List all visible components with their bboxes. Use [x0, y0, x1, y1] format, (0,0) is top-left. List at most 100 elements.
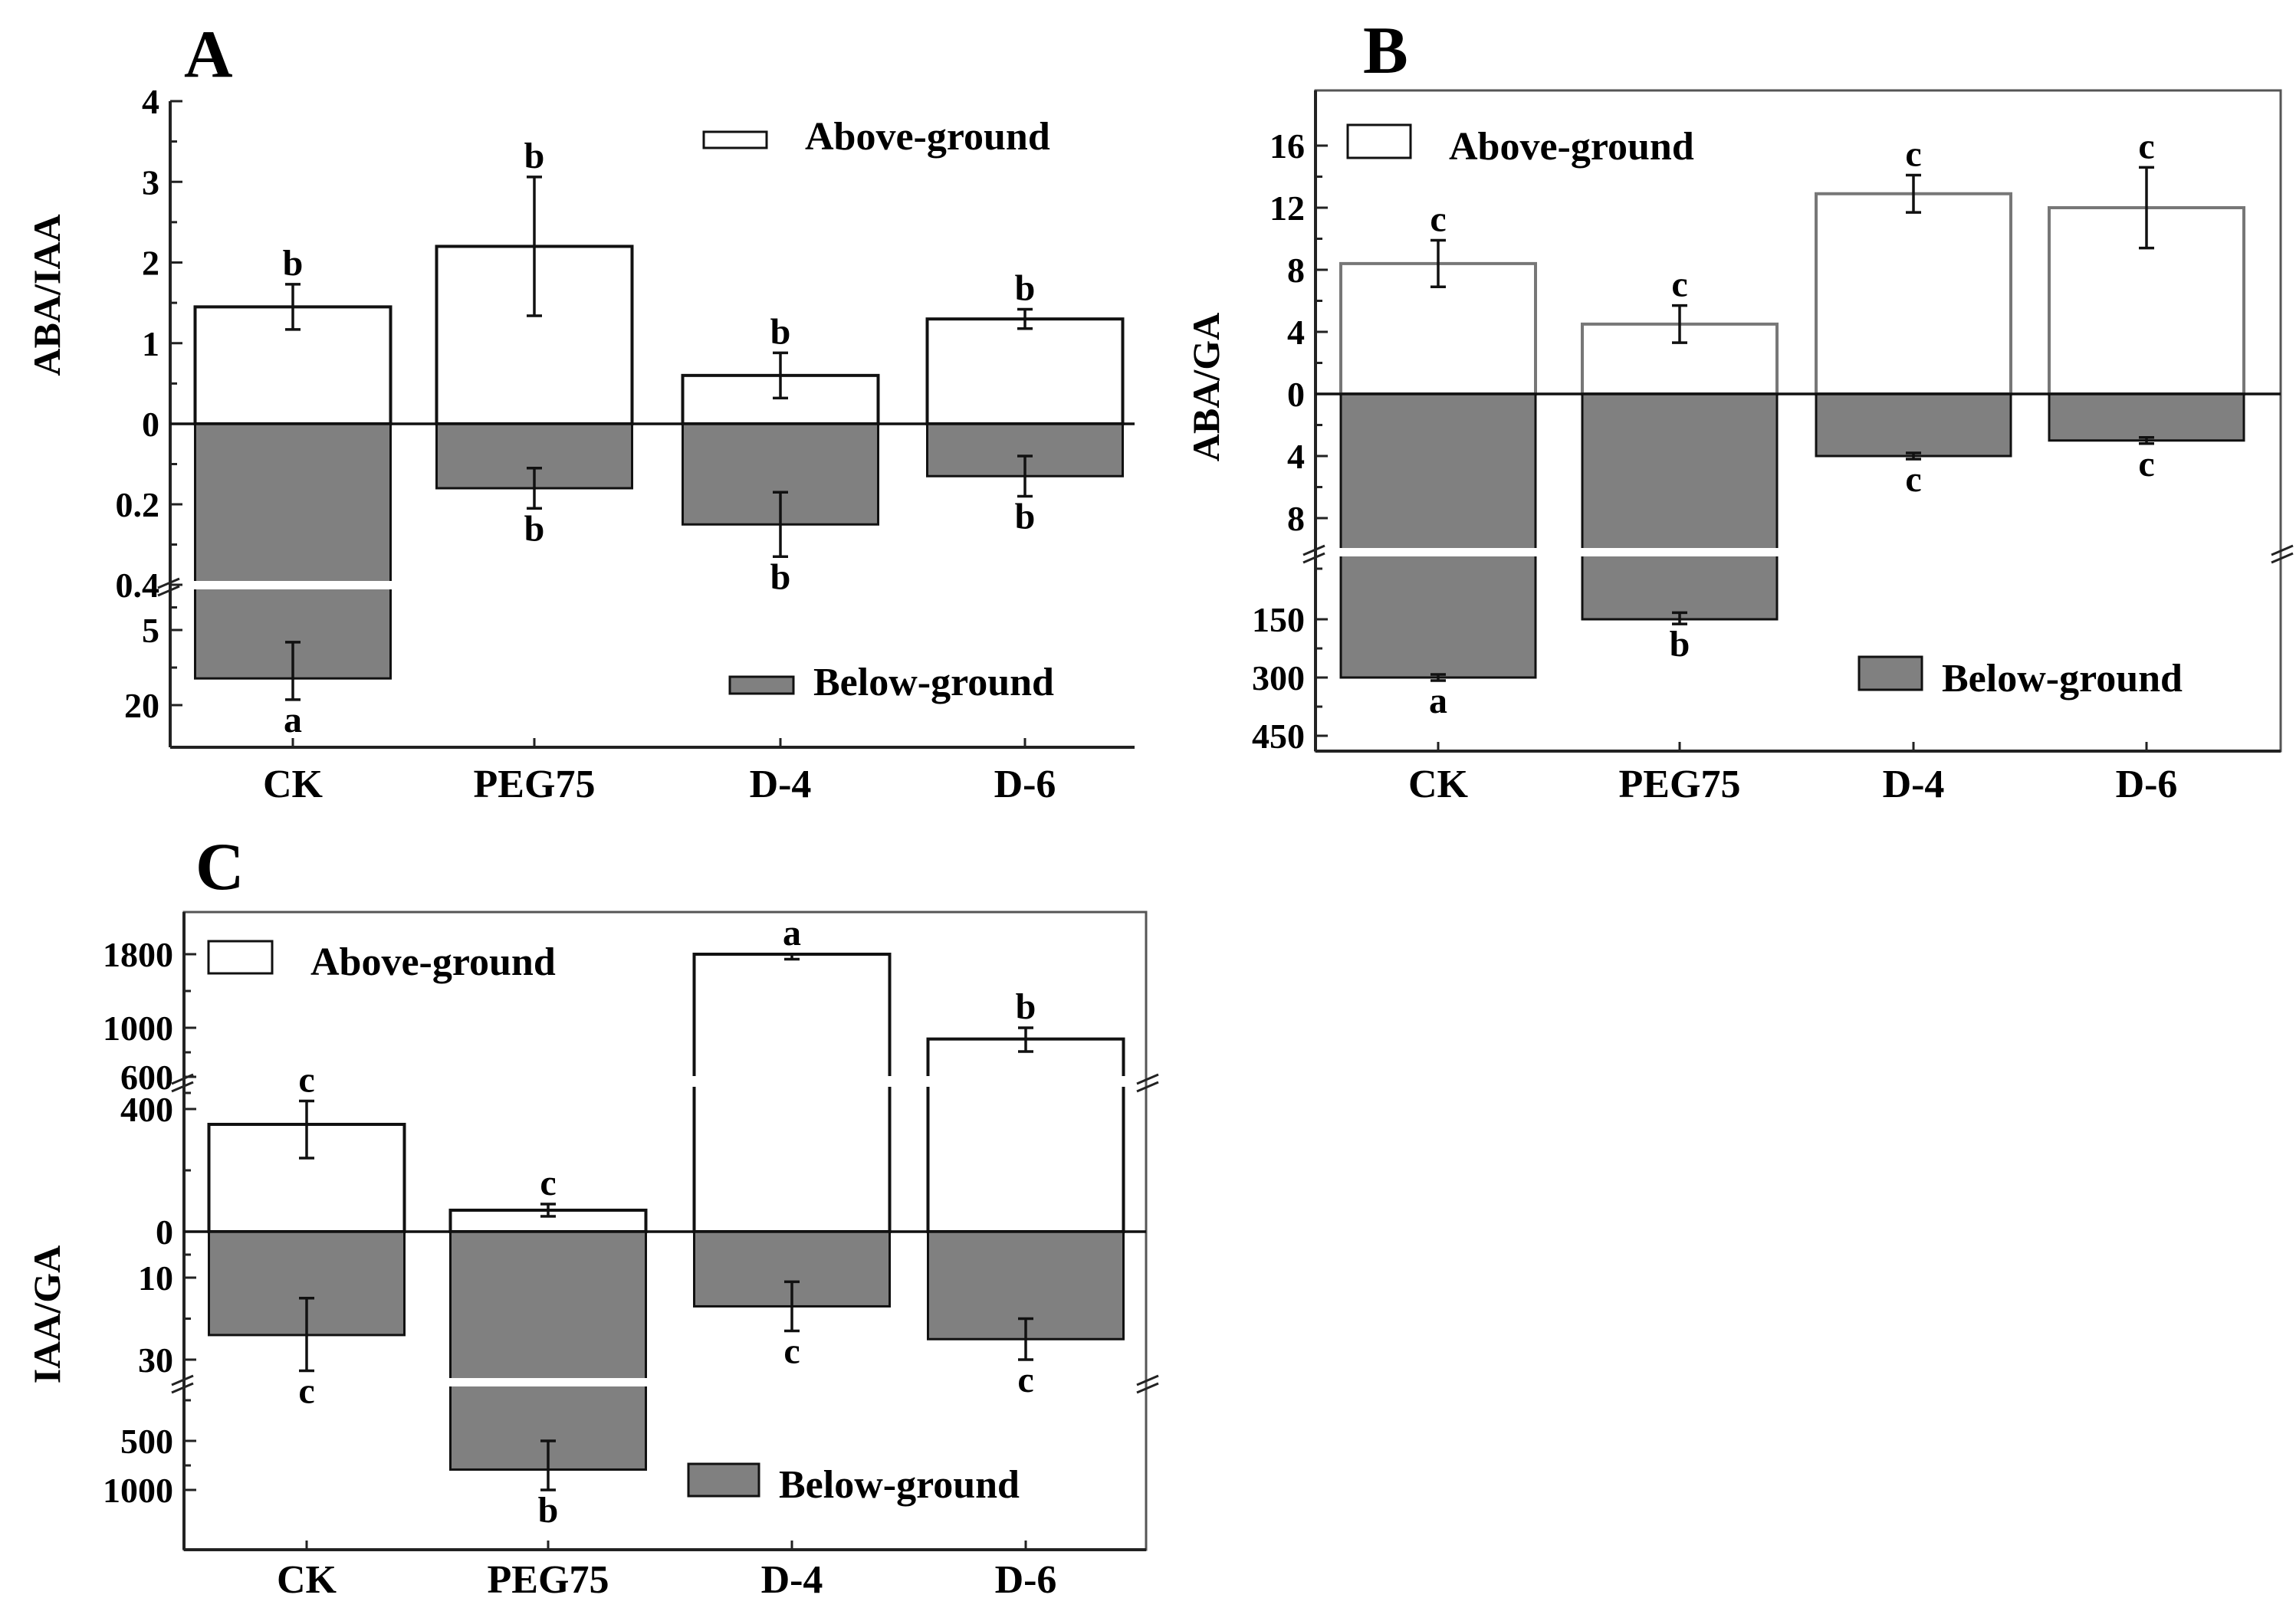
y-tick-label: 400: [120, 1090, 173, 1129]
y-tick-label: 600: [120, 1058, 173, 1097]
axis-break-mark: [171, 1382, 194, 1394]
error-bar: [1672, 611, 1687, 625]
axis-break-mark: [157, 577, 180, 589]
category-label: CK: [277, 1558, 337, 1602]
significance-letter: c: [1671, 264, 1687, 305]
legend-swatch-below: [687, 1462, 760, 1498]
legend-label-below: Below-ground: [1942, 657, 2183, 701]
y-tick-label: 12: [1270, 189, 1305, 228]
significance-letter: b: [538, 1490, 559, 1531]
significance-letter: b: [524, 508, 545, 549]
error-bar: [285, 641, 301, 701]
y-tick-label: 1800: [103, 935, 173, 974]
bar-break-gap: [1581, 548, 1779, 556]
axis-break-mark: [1302, 552, 1325, 564]
y-tick-label: 500: [120, 1422, 173, 1461]
significance-letter: c: [1430, 199, 1446, 240]
error-bar: [784, 1280, 800, 1333]
significance-letter: c: [2138, 444, 2154, 484]
error-bar: [527, 176, 542, 317]
error-bar: [2139, 166, 2154, 250]
category-label: D-4: [761, 1558, 823, 1602]
error-bar: [1906, 451, 1921, 461]
significance-letter: b: [770, 556, 791, 597]
y-tick-label: 1: [142, 324, 159, 363]
error-bar: [299, 1099, 314, 1160]
significance-letter: a: [284, 700, 302, 740]
significance-letter: a: [783, 913, 801, 953]
axis-break-mark: [1302, 544, 1325, 556]
y-tick-label: 0: [142, 405, 159, 444]
legend-label-above: Above-ground: [1449, 125, 1694, 169]
error-bar: [773, 351, 788, 400]
significance-letter: b: [283, 243, 304, 284]
error-bar: [1017, 454, 1033, 498]
panel-A: A ABA/IAA 4 3 2 1 0 0.2 0.4 5 20 b a CK b b PEG75 b b D-4 b b…: [25, 18, 1135, 806]
legend-label-above: Above-ground: [805, 115, 1050, 159]
y-tick-label: 2: [142, 244, 159, 283]
category-label: CK: [263, 763, 324, 806]
category-label: D-4: [1883, 763, 1945, 806]
y-tick-label: 8: [1287, 499, 1305, 538]
significance-letter: b: [1015, 268, 1036, 309]
significance-letter: c: [2138, 126, 2154, 166]
y-axis-label: ABA/IAA: [25, 214, 68, 376]
y-tick-label: 4: [1287, 313, 1305, 352]
error-bar: [784, 953, 800, 961]
bar-break-gap: [691, 1076, 892, 1087]
axis-break-mark: [157, 585, 180, 597]
category-label: D-6: [2116, 763, 2178, 806]
y-axis-label: IAA/GA: [25, 1245, 68, 1384]
panel-B: B ABA/GA 16 12 8 4 0 4 8 150 300 450 c a CK c b PEG75 c c D-…: [1184, 14, 2294, 806]
axis-break-mark: [2271, 552, 2294, 564]
error-bar: [527, 467, 542, 510]
y-tick-label: 10: [138, 1258, 173, 1298]
bar-break-gap: [925, 1076, 1126, 1087]
error-bar: [540, 1439, 556, 1491]
category-label: PEG75: [474, 763, 596, 806]
significance-letter: b: [1016, 986, 1036, 1027]
legend-swatch-below: [1857, 655, 1923, 691]
bar-break-gap: [448, 1378, 648, 1386]
error-bar: [773, 491, 788, 558]
category-label: D-4: [750, 763, 812, 806]
category-label: PEG75: [488, 1558, 609, 1602]
error-bar: [1906, 173, 1921, 214]
y-tick-label: 4: [142, 82, 159, 121]
axis-break-mark: [1136, 1382, 1159, 1394]
panel-label: B: [1363, 14, 1408, 88]
axis-break-mark: [1136, 1073, 1159, 1085]
significance-letter: c: [298, 1371, 314, 1412]
legend-label-above: Above-ground: [310, 940, 556, 984]
y-tick-label: 1000: [103, 1009, 173, 1048]
y-tick-label: 0: [156, 1212, 173, 1252]
axis-break-mark: [1136, 1374, 1159, 1386]
y-tick-label: 4: [1287, 437, 1305, 476]
y-tick-label: 0.2: [116, 485, 160, 524]
y-tick-label: 16: [1270, 126, 1305, 166]
bar-below-ground: [2048, 392, 2245, 442]
bar-below-ground: [1815, 392, 2012, 458]
y-tick-label: 20: [124, 686, 159, 725]
bar-below-ground: [1339, 392, 1537, 679]
y-tick-label: 3: [142, 162, 159, 202]
panel-C: CIAA/GA18001000600400010305001000ccCKcbP…: [25, 830, 1159, 1602]
category-label: D-6: [995, 1558, 1057, 1602]
category-label: PEG75: [1619, 763, 1741, 806]
significance-letter: c: [298, 1060, 314, 1101]
axis-break-mark: [171, 1081, 194, 1093]
error-bar: [2139, 435, 2154, 445]
y-axis-label: ABA/GA: [1184, 313, 1227, 461]
significance-letter: b: [524, 136, 545, 176]
category-label: CK: [1408, 763, 1469, 806]
significance-letter: c: [1017, 1360, 1033, 1400]
error-bar: [1018, 1317, 1033, 1361]
bar-break-gap: [193, 581, 393, 589]
error-bar: [1018, 1026, 1033, 1053]
y-tick-label: 450: [1252, 717, 1305, 756]
significance-letter: b: [1670, 624, 1690, 664]
significance-letter: c: [1905, 459, 1921, 500]
error-bar: [1430, 238, 1446, 289]
significance-letter: b: [770, 311, 791, 352]
bar-above-ground: [1815, 192, 2012, 395]
